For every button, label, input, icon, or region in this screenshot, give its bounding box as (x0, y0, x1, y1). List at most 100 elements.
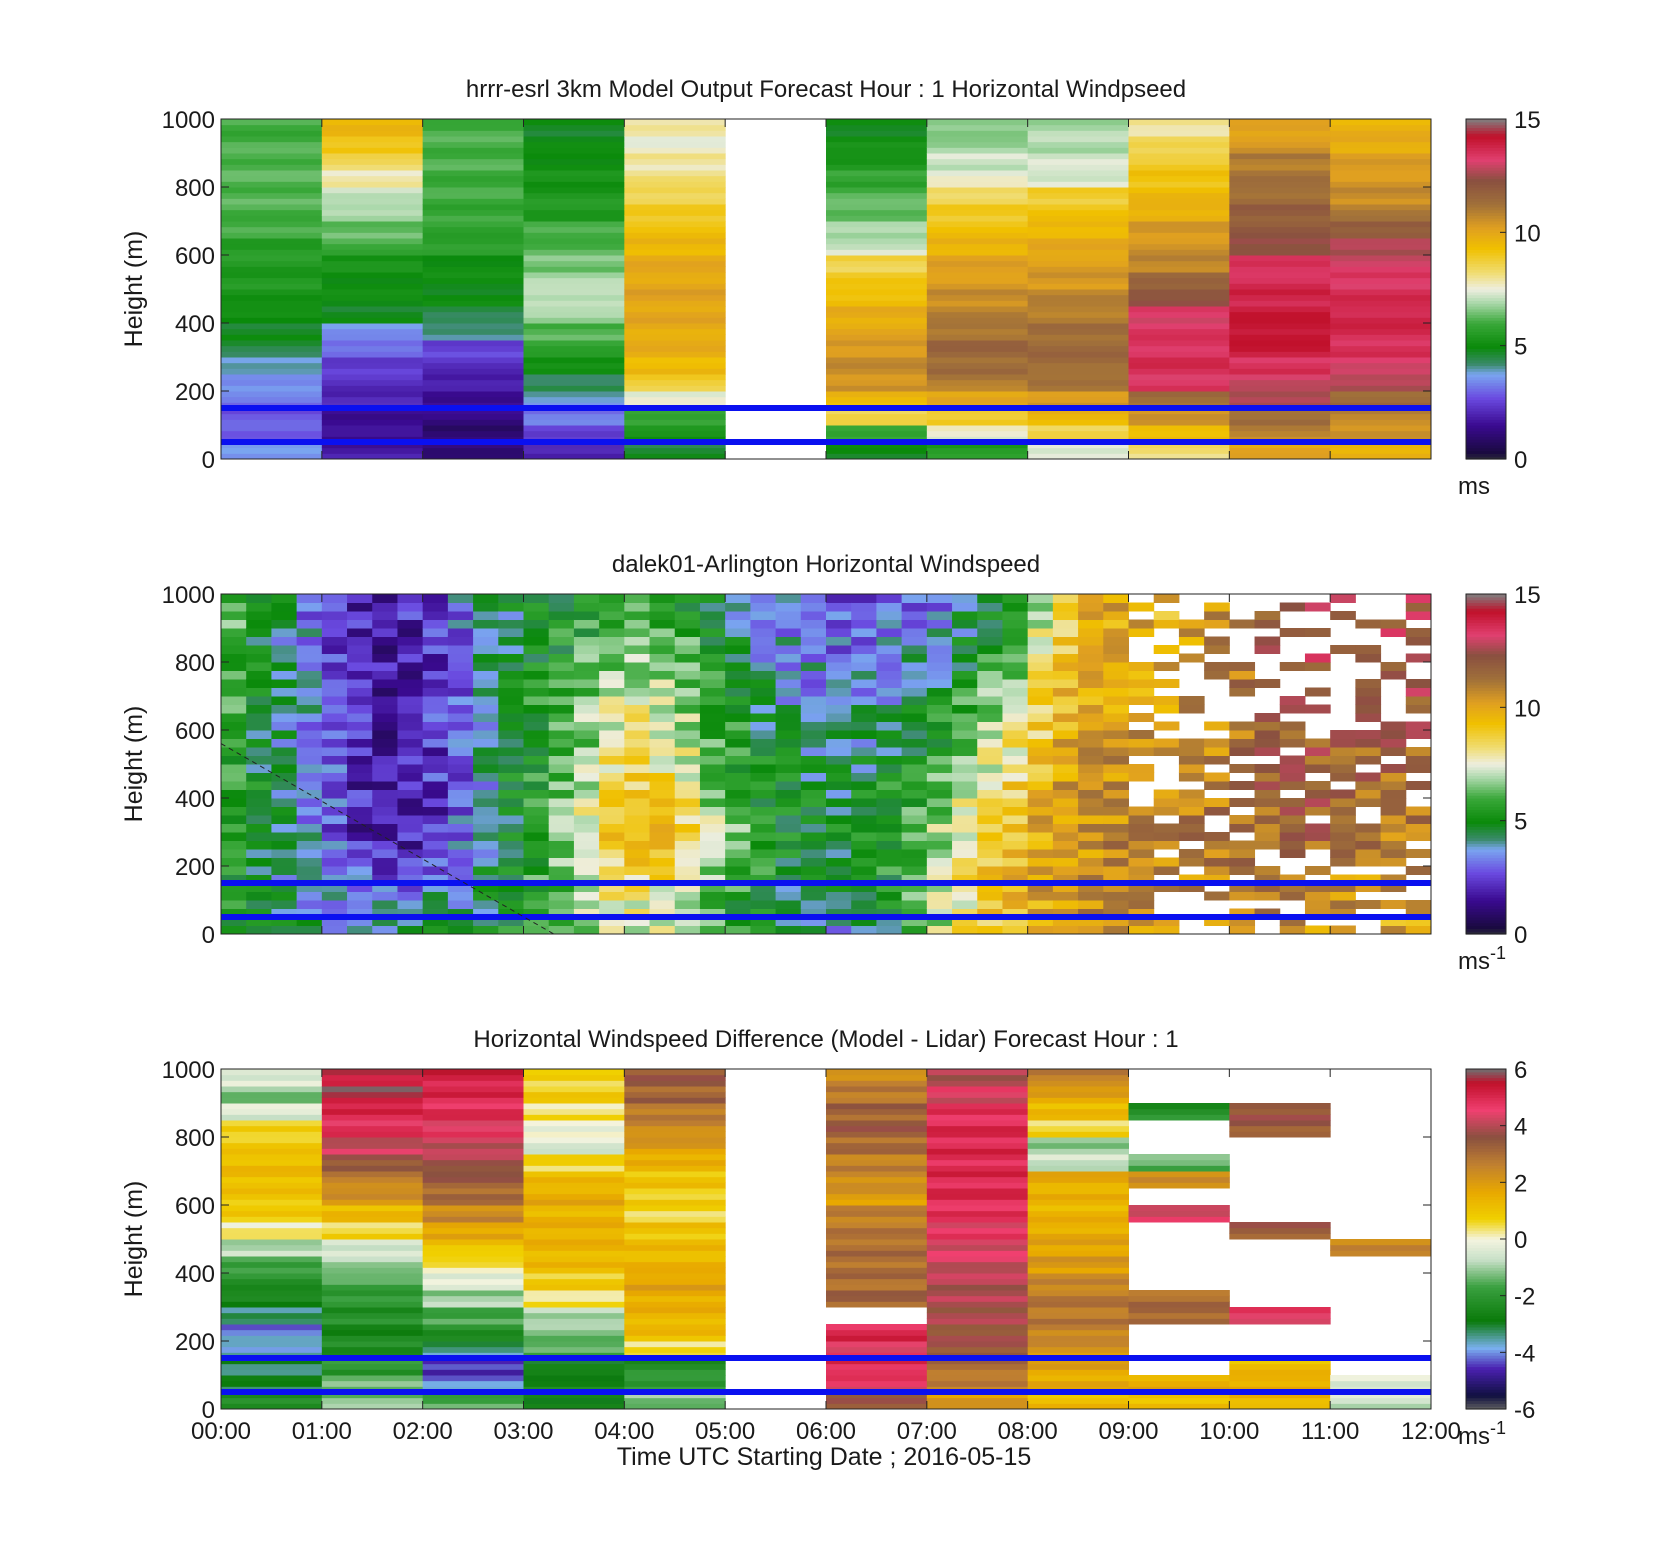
colorbar-segment (1466, 269, 1506, 273)
heatmap-cell (725, 798, 751, 807)
heatmap-cell (599, 764, 625, 773)
heatmap-cell (422, 453, 524, 460)
heatmap-cell (548, 611, 575, 620)
heatmap-cell (1380, 789, 1407, 799)
heatmap-cell (523, 1137, 625, 1144)
x-tick-label: 06:00 (796, 1418, 856, 1445)
heatmap-cell (321, 311, 424, 318)
heatmap-cell (1128, 351, 1230, 358)
heatmap-cell (649, 730, 676, 739)
heatmap-cell (321, 1125, 424, 1132)
colorbar-segment (1466, 1247, 1506, 1251)
colorbar-tick-label: -4 (1514, 1340, 1535, 1367)
heatmap-cell (876, 670, 903, 680)
colorbar-segment (1466, 153, 1506, 157)
colorbar-segment (1466, 928, 1506, 932)
heatmap-cell (1330, 170, 1432, 177)
heatmap-cell (624, 1403, 726, 1410)
heatmap-cell (750, 891, 777, 901)
heatmap-cell (674, 619, 701, 629)
heatmap-cell (447, 713, 474, 722)
heatmap-cell (826, 687, 852, 697)
heatmap-cell (926, 1210, 1029, 1217)
heatmap-cell (372, 662, 398, 671)
colorbar-segment (1466, 124, 1506, 129)
heatmap-cell (1380, 815, 1407, 824)
heatmap-cell (977, 823, 1003, 833)
heatmap-cell (422, 653, 449, 663)
heatmap-cell (321, 1137, 424, 1144)
heatmap-cell (422, 413, 524, 420)
heatmap-cell (1229, 130, 1331, 137)
heatmap-cell (321, 255, 424, 262)
heatmap-cell (876, 628, 903, 637)
heatmap-cell (649, 866, 676, 875)
heatmap-cell (599, 917, 625, 926)
heatmap-cell (851, 704, 877, 714)
heatmap-cell (699, 628, 726, 637)
colorbar-segment (1466, 1372, 1506, 1376)
heatmap-cell (750, 908, 777, 918)
colorbar-segment (1466, 240, 1506, 245)
heatmap-cell (926, 1120, 1029, 1127)
heatmap-cell (826, 413, 928, 420)
colorbar-segment (1466, 331, 1506, 335)
heatmap-cell (1229, 340, 1331, 347)
heatmap-cell (422, 1114, 524, 1121)
heatmap-cell (1229, 1312, 1331, 1319)
heatmap-cell (523, 1097, 625, 1104)
heatmap-cell (851, 747, 877, 756)
colorbar-tick-label: 0 (1514, 922, 1527, 949)
heatmap-cell (926, 430, 1029, 437)
heatmap-cell (321, 594, 348, 603)
heatmap-cell (926, 1239, 1029, 1246)
heatmap-cell (624, 1165, 726, 1172)
heatmap-cell (246, 925, 272, 935)
heatmap-cell (1103, 687, 1129, 697)
heatmap-cell (498, 687, 524, 697)
heatmap-cell (1128, 277, 1230, 284)
heatmap-cell (221, 1358, 323, 1365)
heatmap-cell (473, 789, 499, 799)
heatmap-cell (926, 1335, 1029, 1342)
heatmap-cell (826, 175, 928, 182)
heatmap-cell (624, 447, 726, 454)
colorbar-segment (1466, 1273, 1506, 1277)
colorbar-segment (1466, 707, 1506, 711)
heatmap-cell (826, 925, 852, 935)
heatmap-cell (952, 687, 978, 697)
colorbar-segment (1466, 679, 1506, 683)
heatmap-cell (1027, 602, 1054, 612)
heatmap-cell (1027, 266, 1129, 273)
heatmap-cell (498, 696, 524, 705)
heatmap-cell (372, 823, 398, 833)
heatmap-cell (523, 1120, 625, 1127)
heatmap-cell (725, 662, 751, 671)
heatmap-cell (523, 323, 625, 330)
heatmap-cell (826, 300, 928, 307)
heatmap-cell (1330, 453, 1432, 460)
heatmap-cell (1279, 823, 1306, 833)
colorbar-segment (1466, 616, 1506, 621)
heatmap-cell (573, 772, 600, 782)
heatmap-cell (221, 1142, 323, 1149)
heatmap-cell (221, 653, 247, 663)
heatmap-cell (221, 1273, 323, 1280)
heatmap-cell (876, 747, 903, 756)
heatmap-cell (1027, 368, 1129, 375)
heatmap-cell (397, 781, 424, 790)
heatmap-cell (221, 425, 323, 432)
heatmap-cell (321, 687, 348, 697)
heatmap-cell (1153, 798, 1180, 807)
heatmap-cell (321, 789, 348, 799)
colorbar-segment (1466, 752, 1506, 757)
colorbar-segment (1466, 911, 1506, 915)
heatmap-cell (548, 670, 575, 680)
colorbar-segment (1466, 724, 1506, 728)
heatmap-cell (347, 738, 373, 748)
heatmap-cell (422, 772, 449, 782)
heatmap-cell (523, 181, 625, 188)
heatmap-cell (750, 764, 777, 773)
heatmap-cell (1330, 840, 1356, 850)
heatmap-cell (775, 840, 802, 850)
